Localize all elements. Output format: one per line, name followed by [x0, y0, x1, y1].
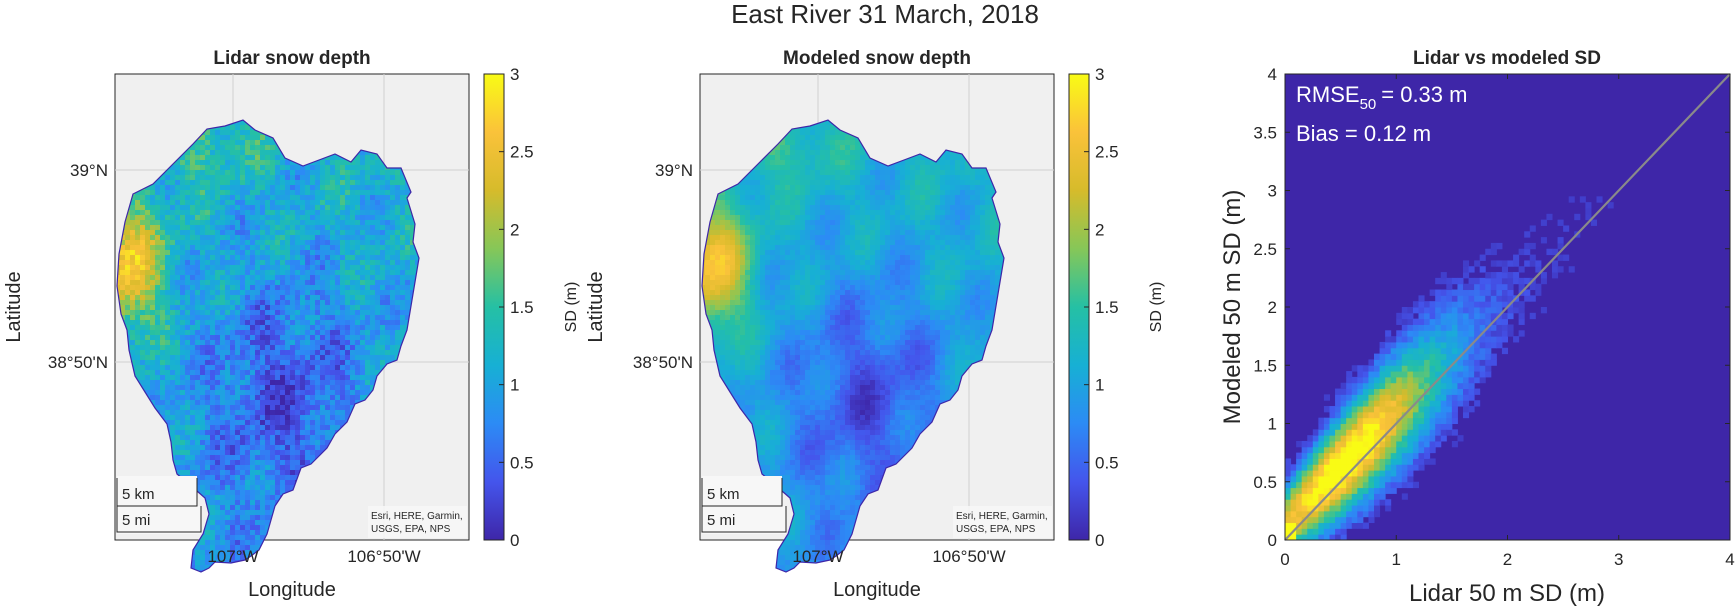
scalebar: 5 km 5 mi [116, 476, 202, 534]
x-axis-label: Lidar 50 m SD (m) [1409, 580, 1605, 607]
colorbar-tick-label: 2 [1095, 220, 1104, 239]
x-tick-label: 107°W [207, 547, 258, 566]
scalebar: 5 km 5 mi [701, 476, 787, 534]
y-axis-label: Latitude [585, 271, 607, 342]
heatmap-cells [1285, 196, 1614, 541]
colorbar-tick-label: 0 [1095, 531, 1104, 550]
colorbar-tick-label: 0.5 [510, 453, 534, 472]
y-tick-label: 3.5 [1253, 123, 1277, 142]
scalebar-km-label: 5 km [122, 486, 155, 503]
x-axis-label: Longitude [248, 579, 336, 601]
colorbar-ticks: 0 0.5 1 1.5 2 2.5 3 [1084, 65, 1119, 550]
bias-annotation: Bias = 0.12 m [1296, 121, 1431, 146]
y-tick-label: 38°50'N [48, 353, 108, 372]
figure-title: East River 31 March, 2018 [731, 0, 1039, 29]
y-axis-label: Latitude [3, 271, 25, 342]
colorbar-tick-label: 1.5 [510, 298, 534, 317]
colorbar-tick-label: 2.5 [510, 143, 534, 162]
axis-ticks: 0 1 2 3 4 0 0.5 1 1.5 2 2.5 3 3.5 4 [1253, 65, 1734, 569]
attribution: Esri, HERE, Garmin, USGS, EPA, NPS [953, 506, 1052, 538]
one-to-one-line [1284, 73, 1731, 541]
attribution: Esri, HERE, Garmin, USGS, EPA, NPS [368, 506, 467, 538]
colorbar-tick-label: 0 [510, 531, 519, 550]
x-tick-label: 106°50'W [347, 547, 420, 566]
y-tick-label: 2.5 [1253, 240, 1277, 259]
x-tick-label: 3 [1614, 550, 1623, 569]
y-tick-label: 1 [1268, 415, 1277, 434]
colorbar-tick-label: 1 [510, 376, 519, 395]
y-tick-label: 3 [1268, 182, 1277, 201]
panel-title: Lidar vs modeled SD [1413, 48, 1601, 69]
colorbar-tick-label: 1.5 [1095, 298, 1119, 317]
basin-outline [701, 119, 1005, 573]
colorbar-tick-label: 3 [510, 65, 519, 84]
x-tick-label: 0 [1280, 550, 1289, 569]
scalebar-mi-label: 5 mi [707, 512, 735, 529]
y-tick-label: 39°N [655, 161, 693, 180]
panel-lidar-map: Lidar snow depth 5 km 5 mi Esri, HERE, G… [3, 48, 580, 601]
colorbar-label: SD (m) [1148, 282, 1165, 333]
y-tick-label: 1.5 [1253, 356, 1277, 375]
colorbar-tick-label: 1 [1095, 376, 1104, 395]
y-tick-label: 0 [1268, 531, 1277, 550]
y-tick-label: 2 [1268, 298, 1277, 317]
colorbar-tick-label: 2.5 [1095, 143, 1119, 162]
colorbar-ticks: 0 0.5 1 1.5 2 2.5 3 [499, 65, 534, 550]
panel-density-scatter: Lidar vs modeled SD 0 1 2 3 4 0 0.5 1 1.5 2 2.5 3 3.… [1219, 48, 1735, 607]
panel-title: Modeled snow depth [783, 48, 971, 69]
basin-outline [116, 119, 420, 573]
x-axis-label: Longitude [833, 579, 921, 601]
x-tick-label: 106°50'W [932, 547, 1005, 566]
y-tick-label: 39°N [70, 161, 108, 180]
rmse-annotation: RMSE50 = 0.33 m [1296, 82, 1467, 113]
colorbar-tick-label: 3 [1095, 65, 1104, 84]
scalebar-mi-label: 5 mi [122, 512, 150, 529]
scalebar-km-label: 5 km [707, 486, 740, 503]
colorbar-tick-label: 0.5 [1095, 453, 1119, 472]
panel-title: Lidar snow depth [213, 48, 370, 69]
y-tick-label: 0.5 [1253, 473, 1277, 492]
y-tick-label: 4 [1268, 65, 1277, 84]
x-tick-label: 4 [1725, 550, 1734, 569]
colorbar-tick-label: 2 [510, 220, 519, 239]
panel-modeled-map: Modeled snow depth 5 km 5 mi Esri, HERE,… [585, 48, 1165, 601]
colorbar-label: SD (m) [563, 282, 580, 333]
y-axis-label: Modeled 50 m SD (m) [1219, 190, 1246, 425]
x-tick-label: 1 [1392, 550, 1401, 569]
x-tick-label: 107°W [792, 547, 843, 566]
y-tick-label: 38°50'N [633, 353, 693, 372]
x-tick-label: 2 [1503, 550, 1512, 569]
